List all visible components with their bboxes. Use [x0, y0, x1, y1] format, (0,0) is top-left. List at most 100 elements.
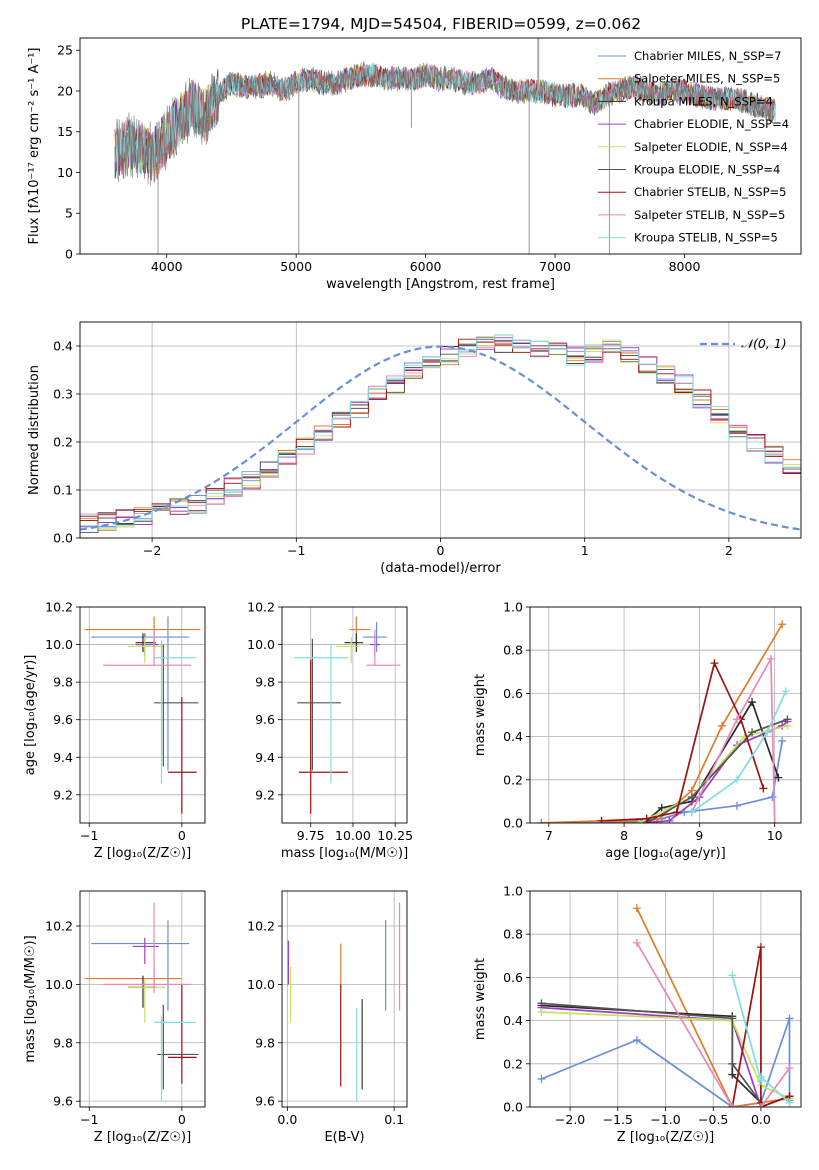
x-tick-label: 0: [437, 543, 445, 558]
histogram-step-1: [80, 339, 801, 528]
weight-marker: [728, 1103, 737, 1107]
y-tick-label: 9.4: [53, 750, 73, 765]
plot-area: [80, 891, 205, 1107]
weight-marker: [635, 819, 644, 823]
histogram-step-6: [80, 339, 801, 534]
weight-marker: [778, 736, 787, 745]
x-tick-label: 6000: [410, 259, 442, 274]
axes-frame: [529, 606, 802, 824]
y-tick-label: 9.8: [53, 1035, 73, 1050]
x-axis-label: wavelength [Angstrom, rest frame]: [326, 277, 555, 292]
y-axis-label: mass weight: [473, 958, 488, 1040]
y-tick-label: 10: [57, 165, 73, 180]
panel-2: −2 −1 0 1 2 0.0 0.1 0.2 0.3 0.4 (data-model)/error…: [27, 321, 802, 576]
weight-marker: [778, 620, 787, 629]
weight-marker: [783, 715, 792, 724]
y-tick-label: 0.8: [503, 643, 523, 658]
y-tick-label: 0.2: [53, 435, 73, 450]
x-tick-label: 10: [767, 828, 783, 843]
y-tick-label: 9.6: [53, 712, 73, 727]
legend-label-8: Salpeter STELIB, N_SSP=5: [634, 208, 785, 222]
y-tick-label: 20: [57, 83, 73, 98]
weight-marker: [733, 801, 742, 810]
weight-marker: [756, 943, 765, 952]
legend-label-1: Chabrier MILES, N_SSP=7: [634, 49, 781, 63]
weight-marker: [710, 659, 719, 668]
y-tick-label: 25: [57, 43, 73, 58]
weight-marker: [748, 728, 757, 737]
plot-area: [530, 891, 801, 1107]
weight-marker: [768, 793, 777, 802]
y-tick-label: 10.2: [45, 919, 73, 934]
weight-marker: [759, 784, 768, 793]
x-tick-label: −2.0: [555, 1112, 585, 1127]
weight-marker: [785, 1014, 794, 1023]
legend-label-9: Kroupa STELIB, N_SSP=5: [634, 231, 778, 245]
weight-line-2: [636, 907, 790, 1107]
histogram-step-9: [80, 334, 801, 529]
plot-area: [114, 38, 776, 254]
y-tick-label: 1.0: [503, 884, 523, 899]
x-axis-label: Z [log₁₀(Z/Z☉)]: [617, 1130, 714, 1145]
x-tick-label: −1: [80, 1112, 98, 1127]
weight-line-8: [691, 655, 776, 823]
x-axis-label: age [log₁₀(age/yr)]: [605, 846, 726, 861]
x-tick-label: 7: [545, 828, 553, 843]
x-tick-label: −1.5: [603, 1112, 633, 1127]
x-tick-label: 9.75: [297, 828, 325, 843]
y-tick-label: 9.8: [255, 1035, 275, 1050]
y-tick-label: 0.4: [503, 1013, 523, 1028]
weight-marker: [781, 687, 790, 696]
histogram-step-2: [80, 336, 801, 531]
y-tick-label: 0.4: [503, 729, 523, 744]
plot-area: [282, 891, 407, 1107]
x-axis-label: Z [log₁₀(Z/Z☉)]: [94, 1130, 191, 1145]
axes-frame: [79, 606, 206, 824]
x-tick-label: 1: [581, 543, 589, 558]
y-axis-label: mass [log₁₀(M/M☉)]: [23, 935, 38, 1062]
weight-marker: [665, 816, 674, 823]
histogram-step-7: [80, 338, 801, 521]
y-tick-label: 0.0: [53, 531, 73, 546]
x-tick-label: 9: [695, 828, 703, 843]
x-tick-label: −1: [80, 828, 98, 843]
weight-marker: [537, 999, 546, 1008]
panel-8: −2.0 −1.5 −1.0 −0.5 0.0 0.0 0.2 0.4 0.6 0.8 1.0 Z […: [473, 884, 802, 1145]
x-axis-label: mass [log₁₀(M/M☉)]: [281, 846, 408, 861]
weight-line-7: [601, 660, 765, 822]
y-tick-label: 9.8: [53, 675, 73, 690]
y-tick-label: 0.2: [503, 1056, 523, 1071]
y-tick-label: 1.0: [503, 600, 523, 615]
figure-title: PLATE=1794, MJD=54504, FIBERID=0599, z=0…: [241, 15, 641, 33]
x-tick-label: 0: [178, 1112, 186, 1127]
y-tick-label: 9.4: [255, 750, 275, 765]
legend-label-6: Kroupa ELODIE, N_SSP=4: [634, 163, 780, 177]
x-tick-label: 0.0: [277, 1112, 297, 1127]
x-tick-label: 10.25: [377, 828, 413, 843]
weight-marker: [756, 1072, 765, 1081]
weight-marker: [785, 1098, 794, 1107]
histogram-step-8: [80, 341, 801, 518]
x-tick-label: −1: [287, 543, 305, 558]
legend-label-3: Kroupa MILES, N_SSP=4: [634, 94, 773, 108]
y-tick-label: 0.3: [53, 387, 73, 402]
weight-line-5: [541, 1011, 790, 1100]
axes-frame: [79, 37, 802, 255]
weight-marker: [687, 808, 696, 817]
weight-marker: [748, 698, 757, 707]
axes-frame: [79, 321, 802, 539]
y-axis-label: mass weight: [473, 674, 488, 756]
weight-marker: [717, 721, 726, 730]
panel-7: 0.0 0.1 9.6 9.8 10.0 10.2 E(B-V): [247, 890, 408, 1145]
weight-marker: [766, 654, 775, 663]
x-tick-label: 8000: [669, 259, 701, 274]
y-tick-label: 10.0: [45, 637, 73, 652]
axes-frame: [281, 606, 408, 824]
weight-marker: [763, 728, 772, 737]
x-tick-label: −0.5: [698, 1112, 728, 1127]
weight-marker: [657, 803, 666, 812]
weight-marker: [770, 819, 779, 823]
x-tick-label: 5000: [280, 259, 312, 274]
weight-marker: [537, 1007, 546, 1016]
y-tick-label: 10.2: [247, 600, 275, 615]
